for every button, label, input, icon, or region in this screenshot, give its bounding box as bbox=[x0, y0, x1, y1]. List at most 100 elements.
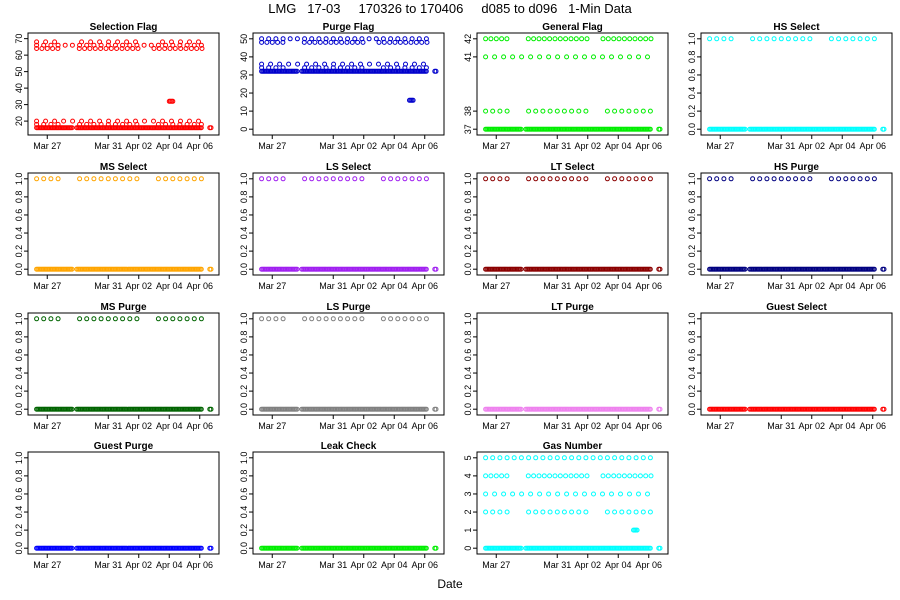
data-point bbox=[518, 126, 524, 132]
y-tick-label: 0.8 bbox=[463, 191, 473, 204]
y-tick-label: 0.2 bbox=[687, 105, 697, 118]
x-tick-label: Apr 04 bbox=[829, 281, 856, 291]
panel-title: Gas Number bbox=[543, 441, 603, 452]
data-point bbox=[633, 455, 639, 461]
data-point bbox=[294, 266, 300, 272]
plot-frame bbox=[476, 32, 669, 136]
data-point bbox=[632, 36, 638, 42]
data-point bbox=[800, 176, 806, 182]
x-tick-label: Apr 02 bbox=[350, 141, 377, 151]
x-tick-label: Apr 02 bbox=[798, 281, 825, 291]
data-point bbox=[177, 176, 183, 182]
panel-ms-purge: MS Purge Mar 27 Mar 31 Apr 02 Apr 04 Apr 06 0.… bbox=[14, 302, 220, 431]
data-point bbox=[511, 455, 517, 461]
plot-frame bbox=[27, 451, 220, 555]
data-point bbox=[273, 36, 279, 42]
series-level-0 bbox=[259, 406, 439, 412]
data-point bbox=[561, 176, 567, 182]
panel-guest-select: Guest Select Mar 27 Mar 31 Apr 02 Apr 04 Apr … bbox=[687, 302, 893, 431]
data-point bbox=[358, 61, 363, 67]
data-point bbox=[41, 176, 47, 182]
data-point bbox=[612, 108, 618, 114]
data-point bbox=[302, 176, 308, 182]
series-level-0 bbox=[707, 266, 887, 272]
data-point bbox=[266, 176, 272, 182]
data-point bbox=[198, 121, 204, 127]
data-point bbox=[525, 36, 531, 42]
data-point bbox=[807, 176, 813, 182]
y-tick-label: 0.0 bbox=[14, 263, 24, 276]
data-point bbox=[259, 36, 265, 42]
data-point bbox=[273, 65, 279, 71]
data-point bbox=[785, 36, 791, 42]
data-point bbox=[537, 54, 543, 60]
y-tick-label: 50 bbox=[14, 67, 24, 77]
x-tick-label: Apr 04 bbox=[381, 421, 408, 431]
data-point bbox=[433, 68, 439, 74]
data-point bbox=[184, 121, 190, 127]
panel-gas-number: Gas Number Mar 27 Mar 31 Apr 02 Apr 04 Apr 06… bbox=[463, 441, 669, 570]
data-point bbox=[112, 121, 118, 127]
data-point bbox=[807, 36, 813, 42]
y-tick-label: 20 bbox=[14, 116, 24, 126]
data-point bbox=[112, 316, 118, 322]
panel-title: Leak Check bbox=[321, 441, 377, 452]
data-point bbox=[409, 316, 415, 322]
data-point bbox=[134, 176, 140, 182]
y-tick-label: 0.2 bbox=[14, 524, 24, 537]
data-point bbox=[483, 491, 489, 497]
data-point bbox=[518, 266, 524, 272]
data-point bbox=[337, 176, 343, 182]
y-tick-label: 0.6 bbox=[687, 349, 697, 362]
data-point bbox=[170, 98, 176, 104]
data-point bbox=[573, 473, 579, 479]
y-tick-label: 0.0 bbox=[239, 542, 249, 555]
data-point bbox=[208, 125, 214, 131]
y-tick-label: 10 bbox=[239, 106, 249, 116]
data-point bbox=[492, 491, 498, 497]
data-point bbox=[70, 118, 76, 124]
data-point bbox=[583, 176, 589, 182]
data-point bbox=[555, 54, 561, 60]
data-point bbox=[609, 54, 614, 60]
data-point bbox=[612, 176, 618, 182]
data-point bbox=[34, 316, 40, 322]
panel-title: Selection Flag bbox=[90, 22, 158, 33]
data-point bbox=[273, 176, 279, 182]
data-point bbox=[501, 491, 507, 497]
data-point bbox=[541, 36, 547, 42]
panel-ls-purge: LS Purge Mar 27 Mar 31 Apr 02 Apr 04 Apr 06 0.… bbox=[239, 302, 445, 431]
series-level-0 bbox=[259, 266, 439, 272]
data-point bbox=[69, 125, 75, 131]
data-point bbox=[800, 36, 806, 42]
x-tick-label: Mar 27 bbox=[33, 141, 61, 151]
data-point bbox=[198, 406, 204, 412]
data-point bbox=[793, 36, 799, 42]
x-tick-label: Apr 02 bbox=[125, 560, 152, 570]
data-point bbox=[843, 176, 849, 182]
data-point bbox=[98, 46, 104, 51]
data-point bbox=[742, 266, 748, 272]
data-point bbox=[576, 108, 582, 114]
data-point bbox=[576, 455, 582, 461]
data-point bbox=[554, 108, 560, 114]
data-point bbox=[643, 36, 649, 42]
data-point bbox=[69, 266, 75, 272]
x-tick-label: Mar 31 bbox=[94, 141, 122, 151]
data-point bbox=[120, 42, 126, 48]
data-point bbox=[84, 121, 90, 127]
data-point bbox=[184, 176, 190, 182]
data-point bbox=[172, 46, 178, 51]
data-point bbox=[609, 491, 614, 497]
data-point bbox=[352, 65, 358, 71]
x-axis-label: Date bbox=[437, 577, 463, 591]
data-point bbox=[742, 126, 748, 132]
series-level-18 bbox=[34, 121, 204, 127]
y-tick-label: 0.2 bbox=[14, 385, 24, 398]
y-tick-label: 1.0 bbox=[239, 452, 249, 465]
x-tick-label: Apr 06 bbox=[186, 421, 213, 431]
data-point bbox=[98, 176, 104, 182]
data-point bbox=[97, 118, 103, 124]
panel-lt-purge: LT Purge Mar 27 Mar 31 Apr 02 Apr 04 Apr 06 0.… bbox=[463, 302, 669, 431]
data-point bbox=[600, 54, 605, 60]
